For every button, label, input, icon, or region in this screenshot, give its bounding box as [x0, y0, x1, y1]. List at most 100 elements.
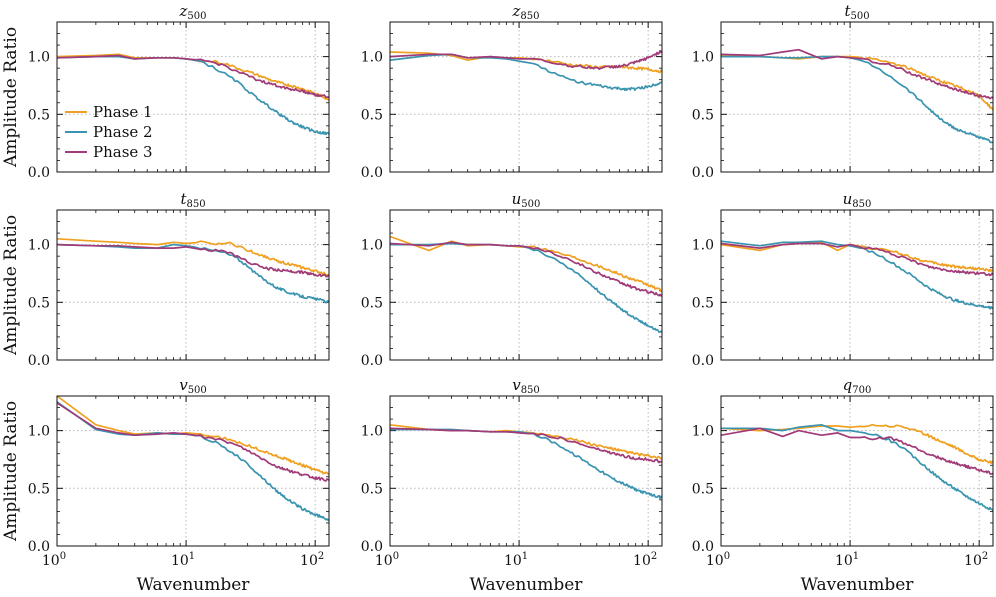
panel-frame	[389, 209, 663, 361]
series-line-phase-2	[57, 55, 329, 136]
series-line-phase-1	[390, 423, 662, 460]
legend: Phase 1 Phase 2 Phase 3	[65, 103, 153, 161]
y-tick-label: 0.0	[28, 165, 50, 181]
series-line-phase-3	[390, 49, 662, 70]
panel-frame	[389, 395, 663, 547]
series-line-phase-1	[721, 241, 993, 273]
y-tick-label: 0.0	[692, 353, 714, 369]
series-line-phase-2	[390, 53, 662, 92]
y-tick-label: 1.0	[692, 50, 714, 66]
y-tick-label: 0.5	[361, 481, 383, 497]
series-line-phase-2	[57, 401, 329, 521]
panel-title-var: u	[843, 190, 853, 208]
x-tick-label: 102	[964, 551, 988, 569]
panel-frame	[720, 21, 994, 173]
y-tick-label: 1.0	[28, 424, 50, 440]
panel-frame	[56, 209, 330, 361]
y-tick-label: 1.0	[692, 424, 714, 440]
series-group	[390, 49, 662, 92]
x-tick-base: 10	[964, 553, 982, 569]
legend-label: Phase 1	[93, 103, 153, 121]
series-line-phase-1	[390, 235, 662, 293]
panel-title-subscript: 850	[186, 199, 205, 210]
series-line-phase-2	[721, 55, 993, 144]
series-line-phase-3	[57, 402, 329, 482]
x-tick-label: 102	[300, 551, 324, 569]
y-tick-label: 0.5	[692, 295, 714, 311]
panel-frame	[389, 21, 663, 173]
y-tick-label: 1.0	[361, 238, 383, 254]
x-tick-base: 10	[504, 553, 522, 569]
panel-title-subscript: 500	[850, 11, 869, 22]
y-tick-label: 1.0	[28, 238, 50, 254]
series-line-phase-3	[57, 243, 329, 278]
legend-label: Phase 2	[93, 123, 153, 141]
y-tick-label: 0.0	[692, 165, 714, 181]
panel-1: z850 0.0 0.5 1.0	[361, 2, 663, 181]
series-line-phase-3	[57, 54, 329, 99]
y-tick-label: 0.5	[28, 481, 50, 497]
series-group	[57, 396, 329, 521]
panel-title: t850	[180, 190, 205, 210]
x-tick-exponent: 0	[724, 551, 730, 562]
x-tick-exponent: 0	[60, 551, 66, 562]
y-tick-label: 0.0	[361, 353, 383, 369]
series-line-phase-1	[57, 237, 329, 276]
series-line-phase-1	[721, 423, 993, 465]
panel-title-var: t	[844, 2, 851, 20]
y-tick-label: 0.5	[361, 107, 383, 123]
y-axis-label: Amplitude Ratio	[1, 401, 21, 542]
series-group	[721, 48, 993, 144]
series-line-phase-1	[57, 396, 329, 476]
x-axis-label: Wavenumber	[137, 575, 251, 595]
series-group	[721, 240, 993, 310]
y-tick-label: 0.0	[361, 165, 383, 181]
series-line-phase-2	[721, 240, 993, 310]
legend-label: Phase 3	[93, 143, 153, 161]
y-tick-label: 0.5	[28, 107, 50, 123]
series-line-phase-3	[721, 427, 993, 475]
series-group	[721, 423, 993, 511]
x-tick-label: 101	[504, 551, 528, 569]
x-tick-base: 10	[633, 553, 651, 569]
y-tick-label: 1.0	[361, 50, 383, 66]
panel-title-subscript: 850	[521, 385, 540, 396]
panel-title-subscript: 850	[520, 11, 539, 22]
panel-3: t850 0.0 0.5 1.0 Amplitude Ratio	[1, 190, 330, 369]
x-axis-label: Wavenumber	[801, 575, 915, 595]
x-tick-label: 102	[633, 551, 657, 569]
panel-title-subscript: 500	[521, 199, 540, 210]
y-tick-label: 0.0	[361, 539, 383, 555]
x-tick-label: 100	[42, 551, 66, 569]
panel-title-var: q	[843, 376, 853, 394]
panel-title: q700	[843, 376, 872, 396]
y-tick-label: 1.0	[28, 50, 50, 66]
panel-title-subscript: 500	[187, 11, 206, 22]
x-tick-exponent: 1	[189, 551, 195, 562]
series-line-phase-1	[721, 54, 993, 111]
series-line-phase-1	[57, 53, 329, 101]
y-tick-label: 1.0	[692, 238, 714, 254]
panel-2: t500 0.0 0.5 1.0	[692, 2, 994, 181]
x-tick-exponent: 1	[522, 551, 528, 562]
panel-frame	[720, 209, 994, 361]
y-axis-label: Amplitude Ratio	[1, 215, 21, 356]
panel-frame	[56, 395, 330, 547]
panel-title: t500	[844, 2, 869, 22]
x-tick-base: 10	[706, 553, 724, 569]
series-group	[390, 235, 662, 333]
x-tick-base: 10	[300, 553, 318, 569]
y-tick-label: 0.5	[28, 295, 50, 311]
x-tick-base: 10	[42, 553, 60, 569]
panel-title-var: z	[512, 2, 521, 20]
panel-title-var: u	[512, 190, 522, 208]
x-tick-exponent: 2	[318, 551, 324, 562]
panel-title: u500	[512, 190, 541, 210]
panel-title: z500	[179, 2, 207, 22]
y-tick-label: 0.5	[361, 295, 383, 311]
panel-title-var: z	[179, 2, 188, 20]
